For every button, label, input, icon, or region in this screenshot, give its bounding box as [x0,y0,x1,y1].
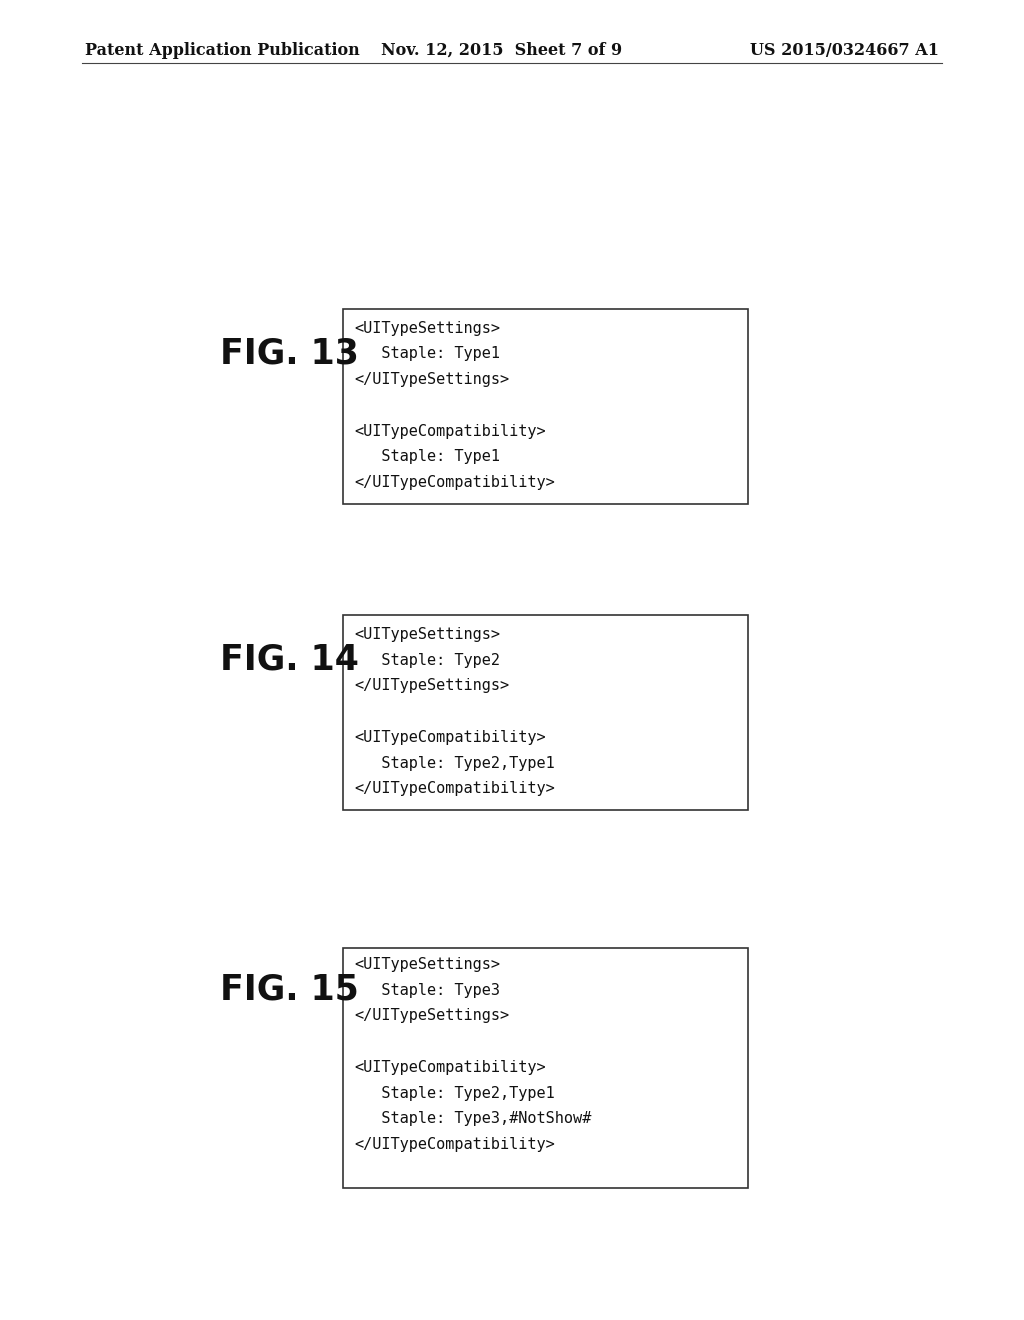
Text: Staple: Type1: Staple: Type1 [354,346,501,362]
Text: </UITypeCompatibility>: </UITypeCompatibility> [354,475,555,490]
FancyBboxPatch shape [343,309,748,504]
Text: <UITypeSettings>: <UITypeSettings> [354,627,501,642]
Text: <UITypeSettings>: <UITypeSettings> [354,321,501,335]
Text: Patent Application Publication: Patent Application Publication [85,42,359,58]
Text: FIG. 15: FIG. 15 [220,973,358,1007]
Text: Staple: Type2: Staple: Type2 [354,652,501,668]
Text: Staple: Type3: Staple: Type3 [354,982,501,998]
Text: Staple: Type2,Type1: Staple: Type2,Type1 [354,755,555,771]
FancyBboxPatch shape [343,948,748,1188]
Text: </UITypeSettings>: </UITypeSettings> [354,372,509,387]
Text: <UITypeCompatibility>: <UITypeCompatibility> [354,424,546,438]
Text: <UITypeSettings>: <UITypeSettings> [354,957,501,972]
Text: <UITypeCompatibility>: <UITypeCompatibility> [354,1060,546,1074]
Text: </UITypeSettings>: </UITypeSettings> [354,1008,509,1023]
Text: Staple: Type1: Staple: Type1 [354,449,501,465]
Text: </UITypeCompatibility>: </UITypeCompatibility> [354,1137,555,1152]
Text: Staple: Type2,Type1: Staple: Type2,Type1 [354,1085,555,1101]
Text: Nov. 12, 2015  Sheet 7 of 9: Nov. 12, 2015 Sheet 7 of 9 [381,42,623,58]
Text: </UITypeCompatibility>: </UITypeCompatibility> [354,781,555,796]
Text: </UITypeSettings>: </UITypeSettings> [354,678,509,693]
FancyBboxPatch shape [343,615,748,810]
Text: US 2015/0324667 A1: US 2015/0324667 A1 [750,42,939,58]
Text: <UITypeCompatibility>: <UITypeCompatibility> [354,730,546,744]
Text: Staple: Type3,#NotShow#: Staple: Type3,#NotShow# [354,1111,592,1126]
Text: FIG. 14: FIG. 14 [220,643,359,677]
Text: FIG. 13: FIG. 13 [220,337,359,371]
